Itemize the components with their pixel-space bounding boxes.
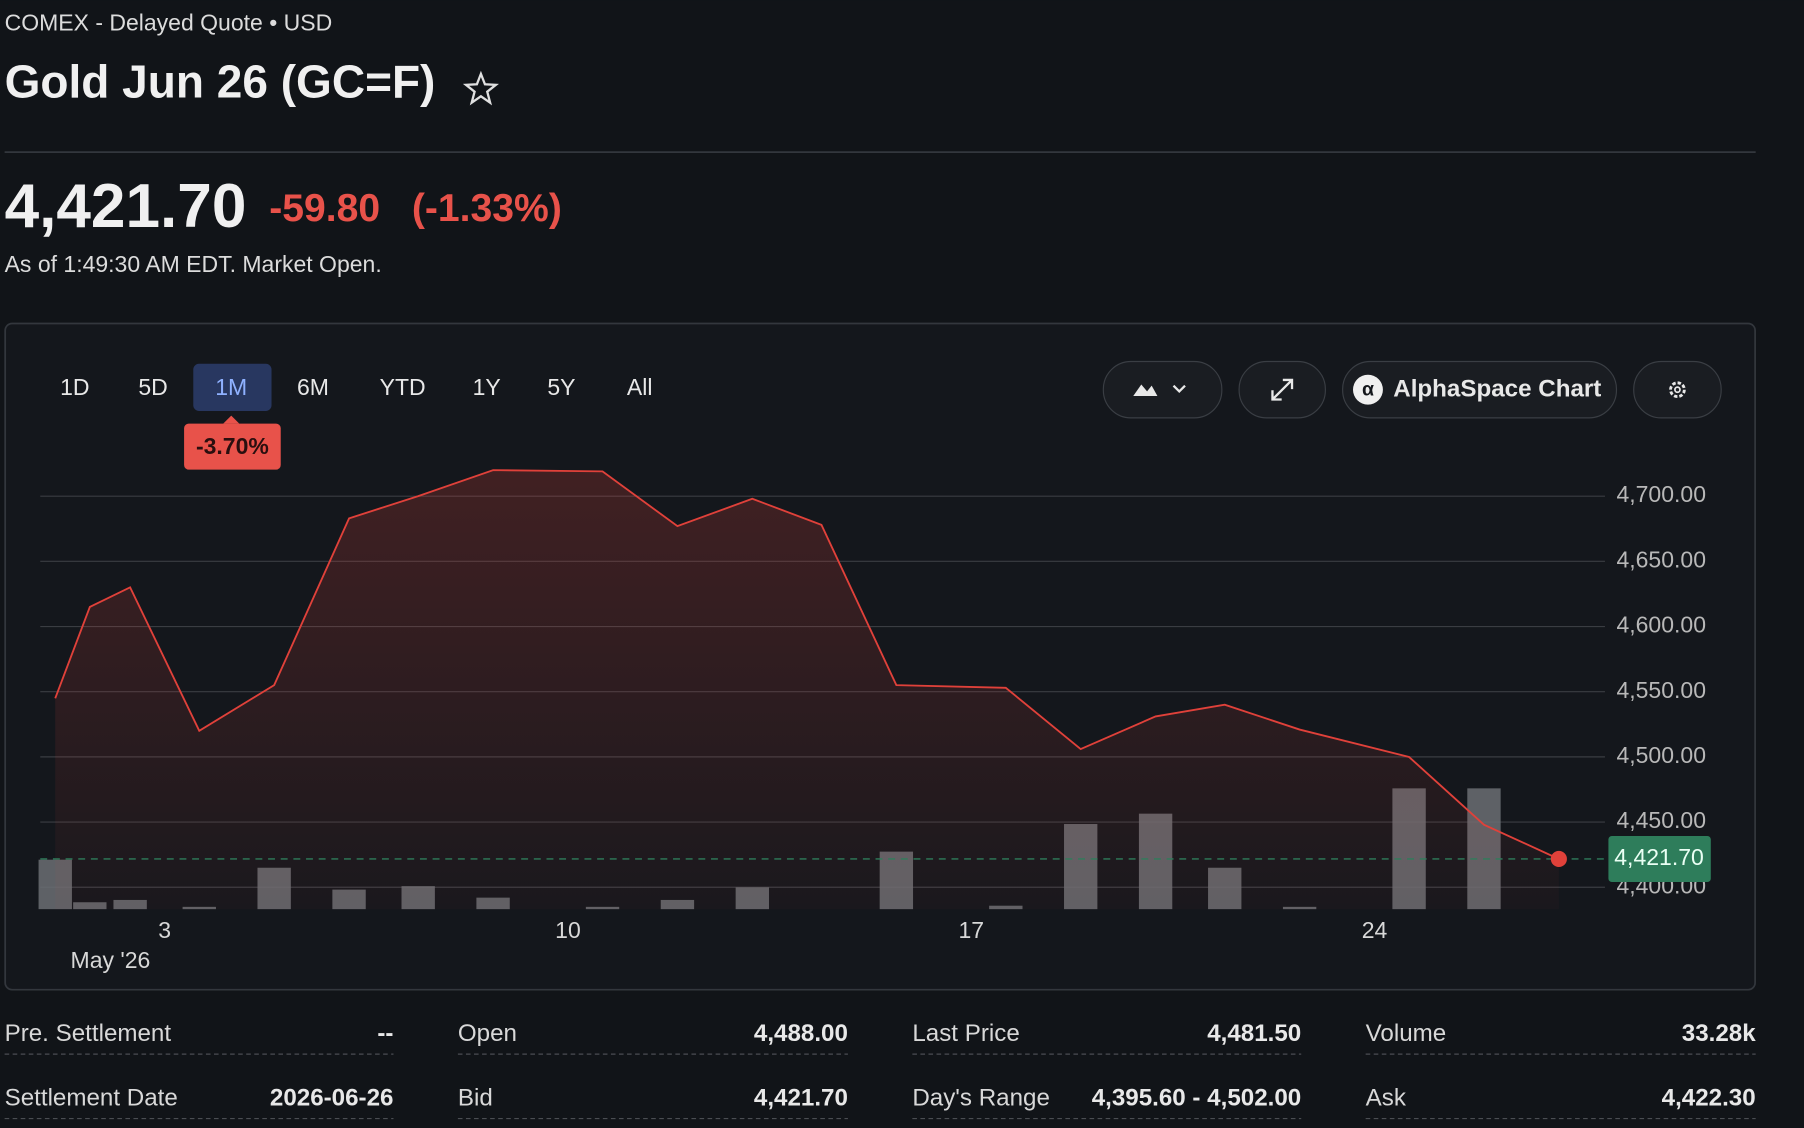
settings-button[interactable] xyxy=(1633,360,1722,419)
stats: Pre. Settlement -- Open 4,488.00 Last Price 4… xyxy=(5,1020,1756,1120)
stat-label: Volume xyxy=(1366,1020,1447,1047)
y-tick-label: 4,500.00 xyxy=(1616,742,1706,768)
range-change-pointer xyxy=(223,415,240,424)
last-value-label: 4,421.70 xyxy=(1614,844,1704,870)
alphaspace-label: AlphaSpace Chart xyxy=(1393,376,1601,403)
x-tick-label: 24 xyxy=(1362,917,1388,943)
x-period-label: May '26 xyxy=(71,947,151,973)
exchange: COMEX - Delayed Quote • USD xyxy=(5,9,333,35)
stat-value: 2026-06-26 xyxy=(270,1084,394,1111)
range-change: -3.70% xyxy=(196,433,269,459)
as-of: As of 1:49:30 AM EDT. Market Open. xyxy=(5,251,382,277)
stat-label: Day's Range xyxy=(912,1084,1050,1111)
stat-label: Last Price xyxy=(912,1020,1019,1047)
y-tick-label: 4,550.00 xyxy=(1616,677,1706,703)
stat-label: Pre. Settlement xyxy=(5,1020,172,1047)
stat-value: 33.28k xyxy=(1682,1020,1756,1047)
alphaspace-button[interactable] xyxy=(1342,360,1618,419)
stat-label: Ask xyxy=(1366,1084,1407,1111)
price-line xyxy=(54,469,1560,860)
stat-value: 4,395.60 - 4,502.00 xyxy=(1092,1084,1302,1111)
alphaspace-icon-glyph: α xyxy=(1362,378,1374,400)
stat-value: 4,488.00 xyxy=(754,1020,848,1047)
chart-type-icon xyxy=(1133,384,1158,397)
settings-icon-center xyxy=(1674,386,1681,394)
x-tick-label: 17 xyxy=(958,917,984,943)
range-tab[interactable]: YTD xyxy=(380,374,426,400)
chevron-icon xyxy=(1172,384,1186,394)
change: -59.80 xyxy=(269,187,380,230)
range-tab[interactable]: 1D xyxy=(60,374,89,400)
alphaspace-icon xyxy=(1353,374,1383,405)
range-tab-selected[interactable] xyxy=(193,363,272,411)
range-tabs: 1D 5D 1M 6M YTD 1Y 5Y All -3.70% xyxy=(60,363,653,470)
stat-label: Bid xyxy=(458,1084,493,1111)
plot: 4,400.004,450.004,500.004,550.004,600.00… xyxy=(38,469,1711,973)
last-point xyxy=(1550,850,1567,868)
range-tab[interactable]: 5D xyxy=(138,374,167,400)
change-percent: (-1.33%) xyxy=(412,187,562,230)
range-tab[interactable]: 5Y xyxy=(547,374,575,400)
expand-icon xyxy=(1271,378,1294,401)
range-tab[interactable]: 1M xyxy=(215,374,247,400)
title: Gold Jun 26 (GC=F) xyxy=(5,56,436,108)
x-tick-label: 10 xyxy=(555,917,581,943)
price-area xyxy=(55,470,1559,910)
x-tick-label: 3 xyxy=(158,917,171,943)
y-tick-label: 4,600.00 xyxy=(1616,612,1706,638)
stat-value: -- xyxy=(377,1020,393,1047)
y-tick-label: 4,700.00 xyxy=(1616,481,1706,507)
stat-label: Open xyxy=(458,1020,517,1047)
stat-value: 4,481.50 xyxy=(1207,1020,1301,1047)
y-tick-label: 4,650.00 xyxy=(1616,546,1706,572)
price: 4,421.70 xyxy=(5,172,247,241)
chart-type-button[interactable] xyxy=(1102,360,1223,419)
watchlist-star[interactable] xyxy=(462,70,499,106)
y-tick-label: 4,450.00 xyxy=(1616,807,1706,833)
stat-value: 4,421.70 xyxy=(754,1084,848,1111)
stat-value: 4,422.30 xyxy=(1662,1084,1756,1111)
range-tab[interactable]: All xyxy=(627,374,653,400)
settings-icon xyxy=(1669,381,1686,399)
range-change-badge xyxy=(184,423,281,470)
stat-label: Settlement Date xyxy=(5,1084,178,1111)
last-value-badge xyxy=(1608,835,1711,882)
range-tab[interactable]: 1Y xyxy=(473,374,501,400)
range-tab[interactable]: 6M xyxy=(297,374,329,400)
